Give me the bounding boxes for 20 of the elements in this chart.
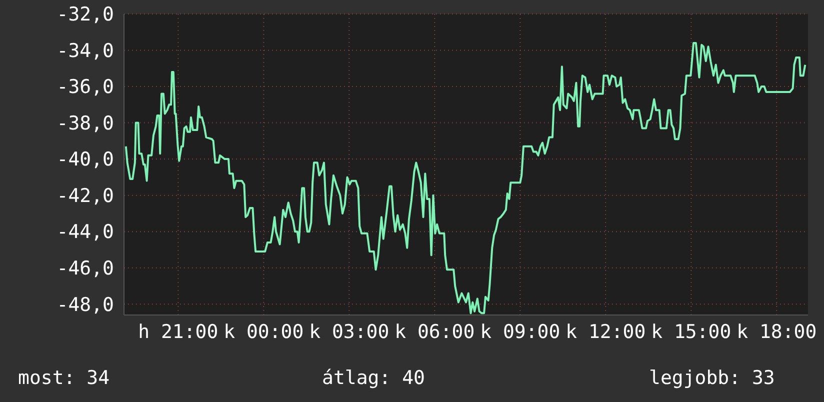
x-tick-label: k 09:00: [480, 321, 560, 343]
x-tick-label: k 15:00: [651, 321, 732, 343]
y-tick-label: -48,0: [56, 294, 114, 316]
x-tick-label: k 03:00: [309, 321, 390, 343]
y-tick-label: -44,0: [56, 221, 114, 244]
y-tick-label: -42,0: [56, 184, 114, 207]
y-tick-label: -32,0: [56, 4, 114, 26]
y-tick-label: -38,0: [56, 112, 114, 134]
y-tick-label: -40,0: [56, 148, 114, 171]
x-tick-label: k 00:00: [224, 321, 304, 343]
x-tick-label: k 18:00: [736, 321, 817, 343]
text: átlag: 40: [322, 367, 425, 389]
text: most: 34: [18, 367, 110, 389]
y-tick-label: -46,0: [56, 258, 114, 280]
x-tick-label: k 06:00: [394, 321, 475, 343]
x-tick-label: k 12:00: [566, 321, 646, 343]
y-tick-label: -34,0: [56, 40, 114, 62]
y-tick-label: -36,0: [56, 76, 114, 98]
text: legjobb: 33: [649, 367, 775, 389]
x-tick-label: h 21:00: [138, 321, 218, 343]
